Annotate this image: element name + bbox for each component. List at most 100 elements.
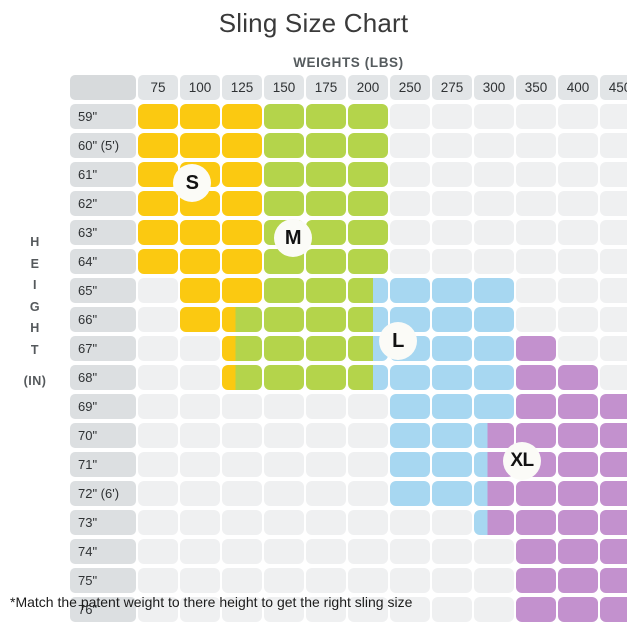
grid-cell	[138, 133, 178, 158]
grid-cell	[432, 278, 472, 303]
column-header-weight: 250	[390, 75, 430, 100]
grid-cell	[432, 539, 472, 564]
grid-cell	[138, 452, 178, 477]
grid-cell	[600, 191, 627, 216]
grid-cell	[348, 133, 388, 158]
height-axis-letter: I	[33, 278, 37, 292]
grid-cell	[432, 104, 472, 129]
grid-cell	[222, 307, 262, 332]
grid-cell	[306, 104, 346, 129]
row-header-height: 60" (5')	[70, 133, 136, 158]
grid-cell	[432, 423, 472, 448]
grid-cell	[264, 481, 304, 506]
grid-cell	[306, 336, 346, 361]
grid-cell	[348, 597, 388, 622]
grid-cell	[516, 104, 556, 129]
grid-cell	[138, 336, 178, 361]
height-axis-letter: T	[30, 342, 40, 357]
grid-cell	[516, 278, 556, 303]
grid-cell	[516, 162, 556, 187]
grid-cell	[138, 597, 178, 622]
table-row: 62"	[70, 191, 627, 218]
column-header-weight: 75	[138, 75, 178, 100]
grid-cell	[348, 452, 388, 477]
grid-cell	[474, 336, 514, 361]
grid-cell	[306, 365, 346, 390]
grid-cell	[558, 249, 598, 274]
grid-cell	[516, 481, 556, 506]
grid-cell	[558, 307, 598, 332]
grid-cell	[600, 452, 627, 477]
grid-cell	[600, 104, 627, 129]
grid-cell	[222, 452, 262, 477]
table-row: 70"	[70, 423, 627, 450]
grid-cell	[180, 597, 220, 622]
grid-cell	[600, 220, 627, 245]
grid-cell	[558, 336, 598, 361]
row-header-height: 72" (6')	[70, 481, 136, 506]
grid-cell	[516, 510, 556, 535]
grid-cell	[558, 220, 598, 245]
grid-cell	[600, 133, 627, 158]
grid-cell	[432, 394, 472, 419]
row-header-height: 70"	[70, 423, 136, 448]
grid-cell	[180, 452, 220, 477]
grid-cell	[432, 568, 472, 593]
grid-cell	[516, 394, 556, 419]
grid-cell	[600, 336, 627, 361]
grid-cell	[432, 365, 472, 390]
grid-cell	[432, 336, 472, 361]
grid-cell	[474, 510, 514, 535]
grid-cell	[432, 249, 472, 274]
grid-cell	[390, 133, 430, 158]
grid-cell	[138, 162, 178, 187]
size-badge-l: L	[379, 322, 417, 360]
table-row: 61"	[70, 162, 627, 189]
grid-cell	[474, 307, 514, 332]
grid-cell	[474, 365, 514, 390]
grid-cell	[600, 423, 627, 448]
grid-cell	[222, 104, 262, 129]
grid-cell	[264, 539, 304, 564]
grid-cell	[306, 133, 346, 158]
grid-cell	[306, 423, 346, 448]
grid-cell	[558, 365, 598, 390]
row-header-height: 74"	[70, 539, 136, 564]
grid-cell	[558, 394, 598, 419]
grid-cell	[390, 568, 430, 593]
grid-cell	[474, 249, 514, 274]
table-row: 72" (6')	[70, 481, 627, 508]
grid-cell	[474, 220, 514, 245]
grid-cell	[474, 423, 514, 448]
grid-cell	[222, 510, 262, 535]
grid-cell	[558, 423, 598, 448]
grid-cell	[474, 191, 514, 216]
grid-cell	[348, 510, 388, 535]
grid-cell	[432, 452, 472, 477]
grid-cell	[474, 162, 514, 187]
grid-cell	[558, 191, 598, 216]
grid-cell	[600, 365, 627, 390]
row-header-height: 69"	[70, 394, 136, 419]
grid-cell	[432, 133, 472, 158]
grid-cell	[600, 597, 627, 622]
grid-cell	[222, 539, 262, 564]
table-row: 71"	[70, 452, 627, 479]
row-header-height: 63"	[70, 220, 136, 245]
grid-cell	[222, 481, 262, 506]
weights-axis-label: WEIGHTS (LBS)	[293, 55, 404, 70]
height-axis-letter: E	[30, 256, 40, 271]
grid-cell	[474, 597, 514, 622]
height-axis-letter: G	[29, 299, 41, 314]
grid-cell	[222, 568, 262, 593]
column-header-weight: 300	[474, 75, 514, 100]
grid-cell	[264, 510, 304, 535]
grid-cell	[222, 191, 262, 216]
grid-cell	[222, 249, 262, 274]
table-row: 73"	[70, 510, 627, 537]
grid-cell	[558, 539, 598, 564]
grid-cell	[348, 104, 388, 129]
table-row: 69"	[70, 394, 627, 421]
footer-note: *Match the patent weight to there height…	[10, 594, 413, 610]
grid-cell	[264, 162, 304, 187]
